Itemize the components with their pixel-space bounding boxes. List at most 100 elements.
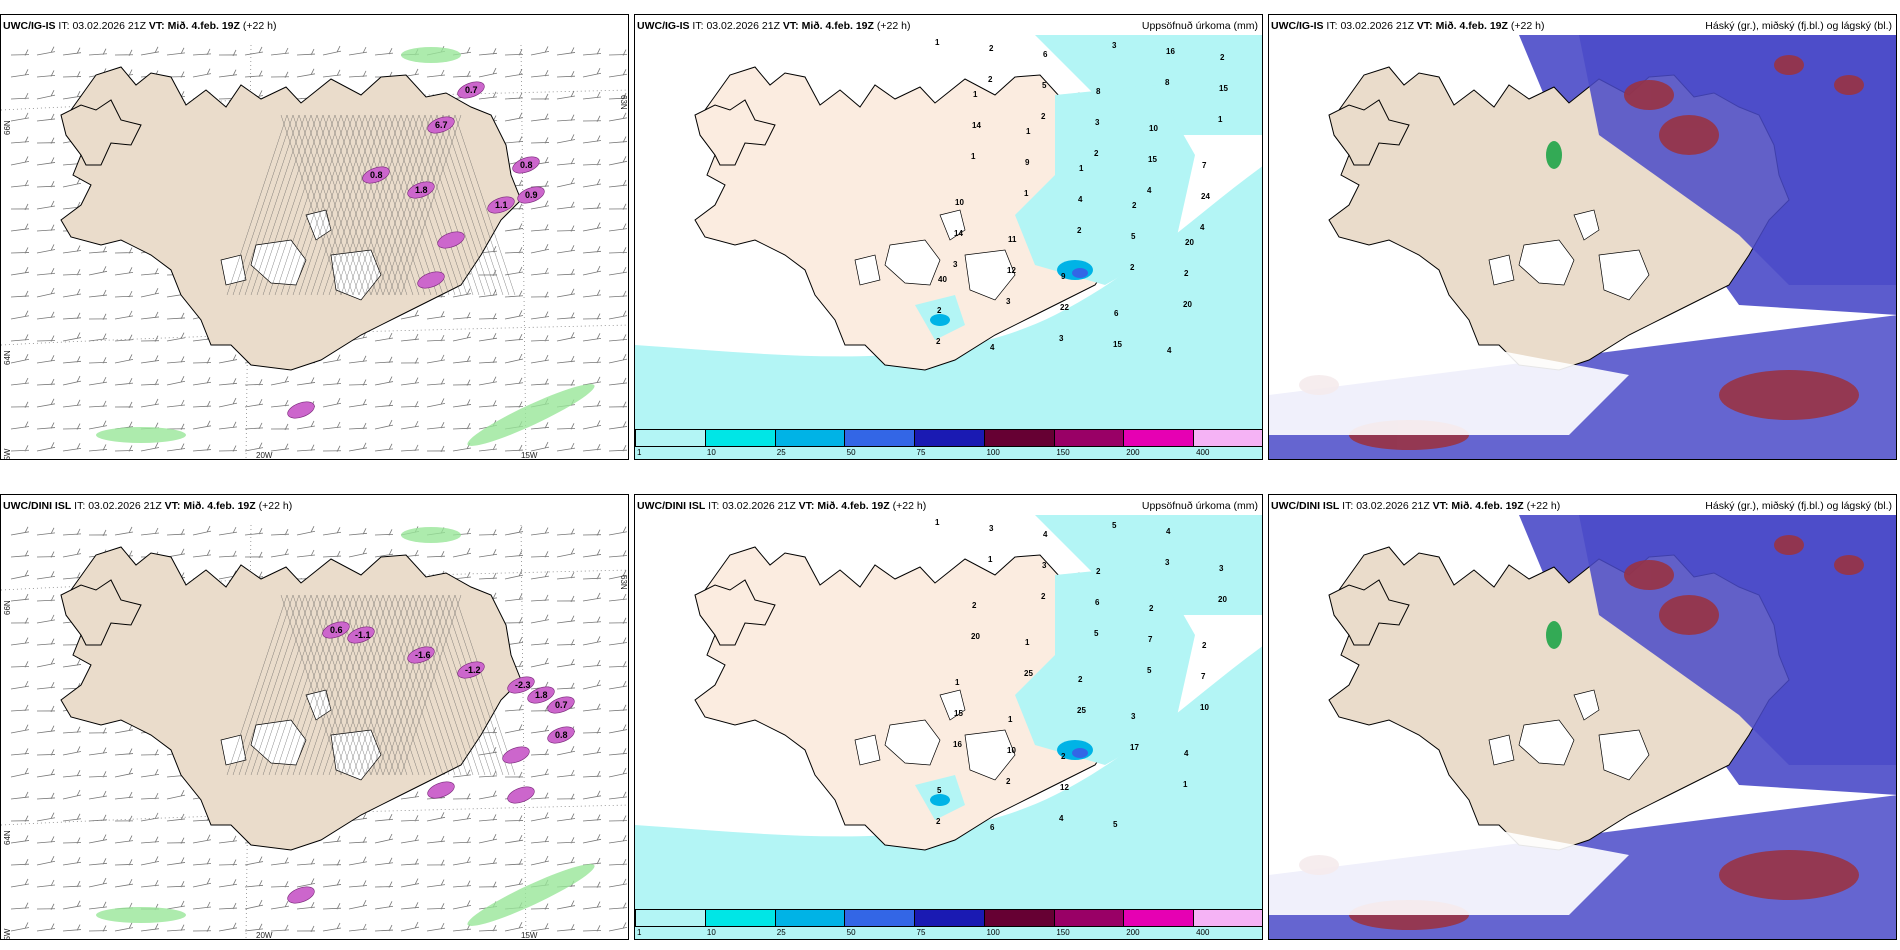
lat-label: 63N [619, 95, 628, 110]
precip-value: 4 [1166, 527, 1171, 536]
precip-value: 2 [1202, 641, 1207, 650]
panel-title: UWC/IG-IS IT: 03.02.2026 21Z VT: Mið. 4.… [1271, 20, 1544, 32]
precip-value: 2 [1006, 777, 1011, 786]
precip-value: 5 [937, 786, 942, 795]
model-name: UWC/IG-IS [3, 20, 56, 32]
snow-depth-label: 1.8 [535, 690, 548, 700]
valid-time-label: VT: [1416, 20, 1433, 32]
precip-value: 1 [1183, 780, 1188, 789]
map-canvas: 0.6 -1.1 -1.6 -1.2 -2.3 1.8 0.7 0.8 [1, 524, 628, 939]
precip-value: 22 [1060, 303, 1069, 312]
valid-time-label: VT: [148, 20, 165, 32]
map-canvas: 1222443333811122202253152414122215161514… [635, 35, 1262, 459]
precip-colorbar [635, 429, 1262, 447]
lat-label: 25W [3, 928, 12, 940]
precip-value: 1 [1024, 189, 1029, 198]
map-panel-2: 1 2 2 2 4 4 3 3 3 3 8 1 1 1 2 2 20 2 2 5 3 15 24 14 12 22 15 16 15 14… [634, 14, 1263, 460]
init-time: 03.02.2026 21Z [88, 500, 162, 512]
lead-time: (+22 h) [892, 500, 927, 512]
precip-value: 7 [1202, 161, 1207, 170]
colorbar-segment [775, 429, 846, 447]
colorbar-label: 400 [1196, 448, 1210, 457]
precip-value: 4 [1059, 814, 1064, 823]
precip-value: 17 [1130, 743, 1139, 752]
precip-value: 2 [989, 44, 994, 53]
lon-label: 15W [521, 931, 538, 940]
colorbar-segment [845, 909, 916, 927]
colorbar-label: 400 [1196, 928, 1210, 937]
precip-value: 3 [1112, 41, 1117, 50]
colorbar-label: 10 [706, 448, 716, 457]
precip-value: 15 [954, 709, 963, 718]
lat-label: 63N [619, 575, 628, 590]
panel-title: UWC/IG-IS IT: 03.02.2026 21Z VT: Mið. 4.… [637, 20, 910, 32]
valid-time: Mið. 4.feb. 19Z [1451, 500, 1524, 512]
colorbar-segment [705, 909, 776, 927]
precip-value: 16 [1166, 47, 1175, 56]
precip-value: 1 [935, 38, 940, 47]
colorbar-labels: 1 10 25 50 75 100 150 200 400 [635, 927, 1262, 939]
snow-depth-label: 0.9 [525, 190, 538, 200]
precip-value: 5 [1131, 232, 1136, 241]
snow-depth-label: 6.7 [435, 120, 448, 130]
precip-value: 25 [1024, 669, 1033, 678]
precip-value: 1 [1026, 127, 1031, 136]
colorbar-segment [915, 429, 985, 447]
init-time-label: IT: [708, 500, 720, 512]
precip-value: 1 [1218, 115, 1223, 124]
map-panel-6: UWC/DINI ISL IT: 03.02.2026 21Z VT: Mið.… [1268, 494, 1897, 940]
precip-value: 2 [1094, 149, 1099, 158]
panel-title: UWC/IG-IS IT: 03.02.2026 21Z VT: Mið. 4.… [3, 20, 276, 32]
precip-value: 4 [1184, 749, 1189, 758]
colorbar-label: 100 [986, 448, 1000, 457]
colorbar-segment [845, 429, 916, 447]
precip-value: 7 [1201, 672, 1206, 681]
colorbar-label: 25 [776, 448, 786, 457]
colorbar-label: 75 [916, 448, 926, 457]
snow-depth-label: -2.3 [515, 680, 531, 690]
panel-product-title: Háský (gr.), miðský (fj.bl.) og lágský (… [1705, 20, 1892, 32]
init-time-label: IT: [58, 20, 70, 32]
lon-label: 20W [256, 451, 273, 460]
precip-value: 6 [990, 823, 995, 832]
precip-value: 1 [988, 555, 993, 564]
init-time: 03.02.2026 21Z [1356, 500, 1430, 512]
precip-value: 12 [1007, 266, 1016, 275]
colorbar-segment [1054, 909, 1125, 927]
colorbar-label: 75 [916, 928, 926, 937]
snow-depth-label: -1.6 [415, 650, 431, 660]
snow-depth-label: 1.8 [415, 185, 428, 195]
map-panel-4: 0.6 -1.1 -1.6 -1.2 -2.3 1.8 0.7 0.8 UWC/DINI IS… [0, 494, 629, 940]
precip-value: 8 [1096, 87, 1101, 96]
colorbar-label: 50 [846, 928, 856, 937]
precip-value: 2 [972, 601, 977, 610]
colorbar-label: 150 [1056, 928, 1070, 937]
precip-value: 3 [1165, 558, 1170, 567]
precip-value: 1 [1008, 715, 1013, 724]
map-panel-1: 0.7 6.7 0.8 1.8 0.8 0.9 1.1 UWC/IG-IS IT: 03.0… [0, 14, 629, 460]
lead-time: (+22 h) [258, 500, 293, 512]
snow-depth-label: -1.2 [465, 665, 481, 675]
colorbar-label: 1 [637, 928, 642, 937]
panel-title: UWC/DINI ISL IT: 03.02.2026 21Z VT: Mið.… [3, 500, 292, 512]
precip-value: 25 [1077, 706, 1086, 715]
snow-depth-label: 0.7 [555, 700, 568, 710]
model-name: UWC/IG-IS [1271, 20, 1324, 32]
model-name: UWC/DINI ISL [1271, 500, 1340, 512]
snow-depth-label: 0.8 [370, 170, 383, 180]
colorbar-label: 1 [637, 448, 642, 457]
precip-value: 4 [1167, 346, 1172, 355]
precip-value: 14 [954, 229, 963, 238]
precip-value: 3 [1219, 564, 1224, 573]
snow-depth-label: -1.1 [355, 630, 371, 640]
map-panel-3: UWC/IG-IS IT: 03.02.2026 21Z VT: Mið. 4.… [1268, 14, 1897, 460]
precip-value: 11 [1008, 235, 1017, 244]
precip-value: 9 [1061, 272, 1066, 281]
precip-value: 10 [1149, 124, 1158, 133]
init-time-label: IT: [1342, 500, 1354, 512]
valid-time-label: VT: [1432, 500, 1449, 512]
init-time-label: IT: [74, 500, 86, 512]
lead-time: (+22 h) [1510, 20, 1545, 32]
valid-time-label: VT: [798, 500, 815, 512]
panel-title: UWC/DINI ISL IT: 03.02.2026 21Z VT: Mið.… [637, 500, 926, 512]
